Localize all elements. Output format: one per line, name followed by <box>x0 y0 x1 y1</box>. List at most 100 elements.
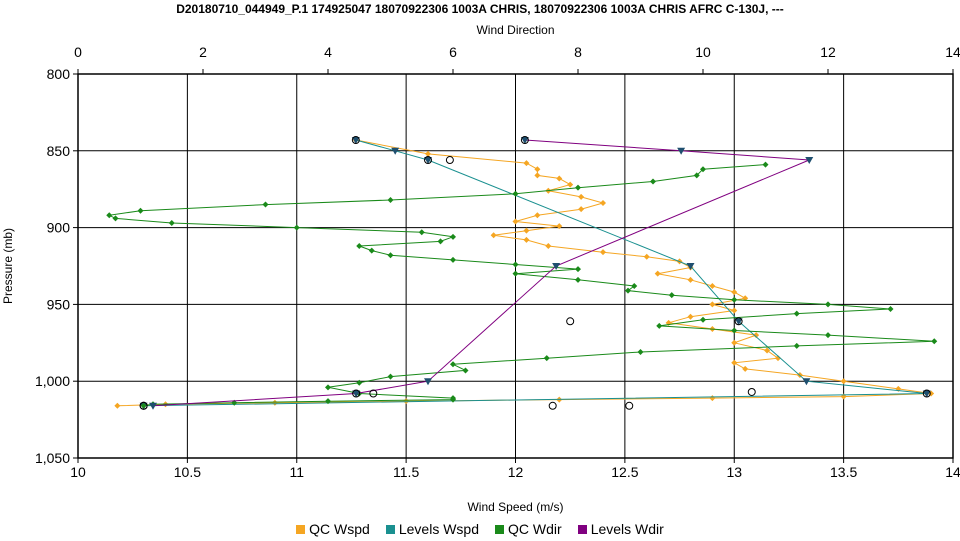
data-point <box>534 212 541 219</box>
open-circle-marker <box>922 389 931 398</box>
data-point <box>512 190 519 197</box>
data-point <box>437 238 444 245</box>
data-point <box>575 266 581 273</box>
ticks: 10 10.5 11 11.5 12 12.5 13 13.5 14 0 2 4 6 8 10 12 14 800… <box>35 44 960 480</box>
data-point <box>668 292 675 299</box>
data-point <box>368 247 375 254</box>
data-point <box>742 295 749 302</box>
data-point <box>556 223 563 230</box>
legend-item-levels-wspd[interactable]: Levels Wspd <box>385 521 480 537</box>
data-point <box>450 361 456 368</box>
data-point <box>677 147 686 155</box>
open-circle-marker <box>351 136 360 145</box>
chart-title: D20180710_044949_P.1 174925047 180709223… <box>176 2 784 16</box>
legend-swatch <box>577 524 587 534</box>
data-point <box>693 172 700 179</box>
data-point <box>262 201 269 208</box>
x-tick-label: 10 <box>70 464 86 480</box>
x-tick-label: 12 <box>508 464 524 480</box>
data-point <box>762 161 769 168</box>
data-point <box>625 287 631 294</box>
data-point <box>356 243 363 250</box>
data-point <box>687 313 694 320</box>
data-point <box>387 373 394 380</box>
x-tick-label: 11 <box>289 464 304 480</box>
data-point <box>462 367 469 374</box>
data-point <box>731 289 738 296</box>
data-point <box>418 229 425 236</box>
open-circle-marker <box>566 317 575 326</box>
data-point <box>700 166 706 173</box>
data-point <box>325 384 331 391</box>
data-point <box>802 378 811 386</box>
data-point <box>931 338 938 345</box>
series-line <box>143 139 927 407</box>
data-point <box>523 160 530 167</box>
series-0 <box>114 137 935 409</box>
data-point <box>520 137 529 145</box>
legend-swatch <box>495 524 505 534</box>
data-point <box>293 224 300 231</box>
x2-tick-label: 2 <box>199 44 207 60</box>
x-tick-label: 13 <box>726 464 742 480</box>
data-point <box>387 196 394 203</box>
data-point <box>114 402 121 409</box>
data-point <box>687 276 694 283</box>
data-point <box>325 398 331 405</box>
data-point <box>775 355 781 362</box>
data-point <box>149 402 157 410</box>
series-layer <box>106 136 938 410</box>
x-tick-label: 12.5 <box>611 464 638 480</box>
data-point <box>600 249 606 256</box>
open-circle-marker <box>369 389 378 398</box>
data-point <box>922 390 931 398</box>
data-point <box>793 342 800 349</box>
data-point <box>887 306 894 313</box>
legend-label: QC Wspd <box>309 521 370 537</box>
data-point <box>825 332 831 339</box>
open-circle-marker <box>734 317 743 326</box>
legend-swatch <box>296 524 306 534</box>
data-point <box>686 263 695 270</box>
x2-tick-label: 0 <box>74 44 82 60</box>
data-point <box>753 332 760 339</box>
data-point <box>351 137 360 145</box>
legend-item-qc-wspd[interactable]: QC Wspd <box>296 521 370 537</box>
x2-tick-label: 14 <box>945 44 960 60</box>
open-circle-marker <box>139 401 148 410</box>
data-point <box>734 318 743 326</box>
legend-item-levels-wdir[interactable]: Levels Wdir <box>577 521 664 537</box>
data-point <box>742 365 749 372</box>
data-point <box>600 200 606 207</box>
data-point <box>731 307 738 314</box>
data-point <box>654 270 661 277</box>
legend: QC Wspd Levels Wspd QC Wdir Levels Wdir <box>0 521 960 537</box>
x-tick-label: 11.5 <box>393 464 419 480</box>
data-point <box>271 399 278 406</box>
data-point <box>512 218 519 225</box>
y-tick-label: 850 <box>47 143 71 159</box>
data-point <box>578 206 585 213</box>
y-tick-label: 800 <box>47 66 71 82</box>
open-circle-marker <box>352 389 361 398</box>
data-point <box>650 178 656 185</box>
data-point <box>534 166 541 173</box>
x-tick-label: 13.5 <box>830 464 857 480</box>
data-point <box>567 181 574 188</box>
x2-tick-label: 6 <box>449 44 457 60</box>
series-3 <box>149 137 814 410</box>
x2-tick-label: 4 <box>324 44 332 60</box>
y-tick-label: 1,000 <box>35 373 70 389</box>
legend-label: Levels Wspd <box>398 521 480 537</box>
legend-item-qc-wdir[interactable]: QC Wdir <box>495 521 562 537</box>
data-point <box>356 379 363 386</box>
y-tick-label: 900 <box>47 220 71 236</box>
data-point <box>106 212 113 219</box>
data-point <box>140 402 147 409</box>
data-point <box>387 252 394 259</box>
x-tick-label: 10.5 <box>174 464 201 480</box>
open-circle-marker <box>445 156 454 165</box>
data-point <box>578 193 585 200</box>
data-point <box>523 236 530 243</box>
